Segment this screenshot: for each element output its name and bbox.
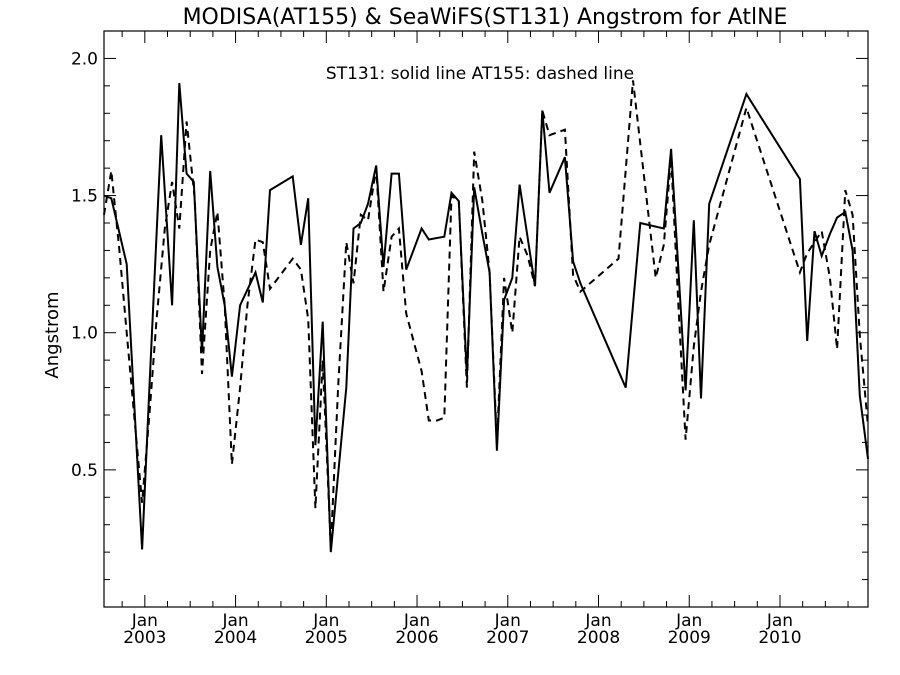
x-tick-year-label: 2008	[577, 628, 620, 648]
chart-title: MODISA(AT155) & SeaWiFS(ST131) Angstrom …	[183, 5, 788, 30]
x-tick-year-label: 2005	[305, 628, 348, 648]
x-tick-month-label: Jan	[766, 611, 793, 631]
x-tick-year-label: 2009	[668, 628, 711, 648]
x-tick-month-label: Jan	[494, 611, 521, 631]
x-tick-year-label: 2006	[395, 628, 438, 648]
y-tick-label: 2.0	[71, 49, 98, 69]
series-line-st131	[103, 83, 869, 553]
y-tick-label: 1.0	[71, 324, 98, 344]
x-tick-year-label: 2007	[486, 628, 529, 648]
x-tick-month-label: Jan	[131, 611, 158, 631]
x-tick-month-label: Jan	[584, 611, 611, 631]
line-style-annotation: ST131: solid line AT155: dashed line	[326, 64, 634, 84]
plot-frame	[103, 30, 869, 608]
y-axis-label: Angstrom	[42, 291, 63, 378]
x-tick-year-label: 2004	[214, 628, 257, 648]
x-tick-month-label: Jan	[675, 611, 702, 631]
series-line-at155	[103, 80, 869, 547]
x-tick-year-label: 2010	[758, 628, 801, 648]
x-tick-month-label: Jan	[403, 611, 430, 631]
x-tick-month-label: Jan	[221, 611, 248, 631]
series-layer	[103, 80, 869, 553]
axes-layer: 0.51.01.52.0Jan2003Jan2004Jan2005Jan2006…	[71, 30, 868, 648]
x-tick-month-label: Jan	[312, 611, 339, 631]
y-tick-label: 1.5	[71, 187, 98, 207]
y-tick-label: 0.5	[71, 461, 98, 481]
x-tick-year-label: 2003	[123, 628, 166, 648]
